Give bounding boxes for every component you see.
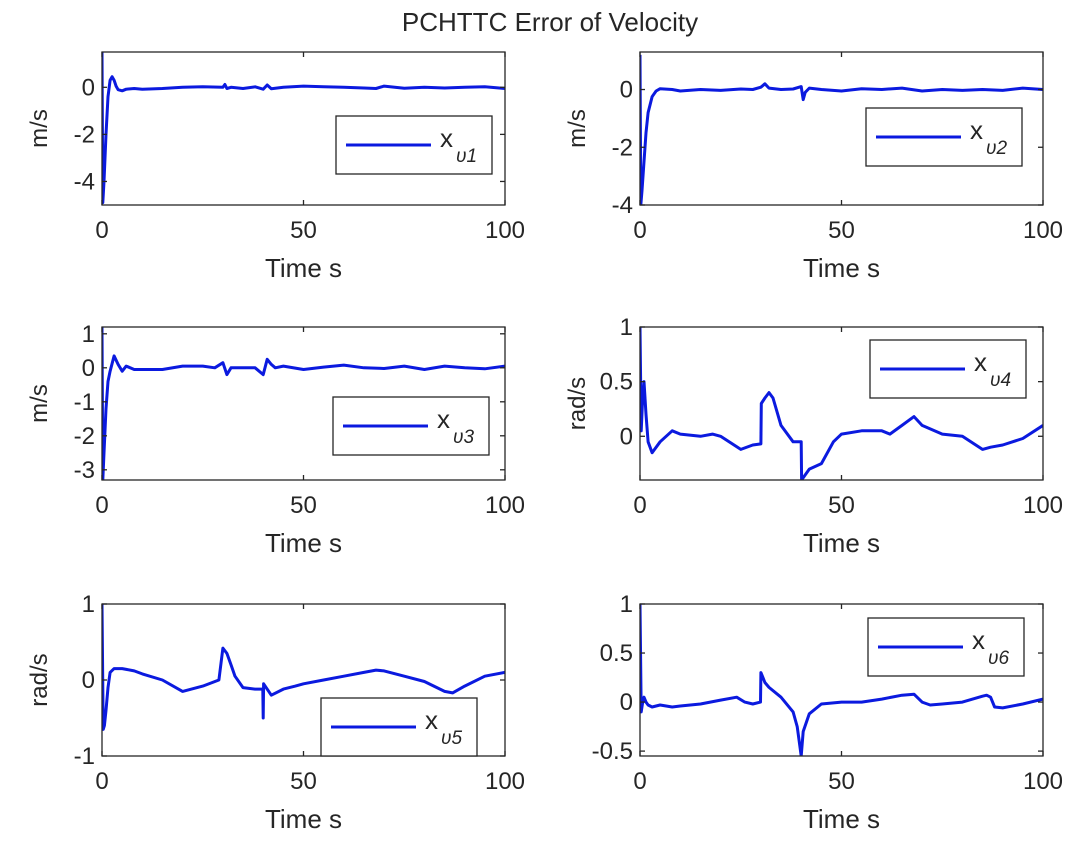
legend-v4: xυ4 [869,339,1027,399]
legend-label-subscript: υ2 [986,138,1007,159]
legend-v5: xυ5 [320,697,478,757]
x-axis-label: Time s [265,528,342,558]
x-tick-label: 0 [633,217,646,244]
y-tick-label: 0 [82,74,95,101]
legend-label-base: x [972,625,985,655]
y-axis-label: m/s [26,109,53,148]
y-tick-label: 1 [82,591,95,618]
legend-label-subscript: υ3 [453,427,474,448]
y-tick-label: 0 [82,667,95,694]
subplot-v1: 0 50 100 -4 -2 0 Time s m/s xυ1 [26,51,525,283]
x-tick-label: 50 [290,492,317,519]
legend-label-subscript: υ4 [990,370,1011,391]
x-tick-label: 100 [485,217,525,244]
y-tick-label: 0 [620,689,633,716]
y-tick-label: -4 [612,192,633,219]
legend-label-base: x [970,115,983,145]
x-axis-label: Time s [265,253,342,283]
subplot-v3: 0 50 100 -3 -2 -1 0 1 Time s m/s xυ3 [26,321,525,558]
legend-label-base: x [974,347,987,377]
x-tick-label: 100 [485,492,525,519]
legend-v6: xυ6 [867,617,1025,677]
y-tick-label: -4 [74,168,95,195]
y-axis-label: m/s [26,384,53,423]
legend-v1: xυ1 [335,115,493,175]
series-line-v1 [102,52,505,205]
series-line-v2 [640,54,1043,205]
x-tick-label: 0 [95,768,108,795]
x-axis-label: Time s [265,804,342,834]
series-line-v5 [102,604,505,731]
y-tick-label: -2 [74,423,95,450]
legend-v2: xυ2 [865,107,1023,167]
x-tick-label: 0 [633,768,646,795]
y-tick-label: 1 [620,591,633,618]
y-tick-label: 1 [82,321,95,348]
y-tick-label: -2 [74,121,95,148]
x-axis-label: Time s [803,253,880,283]
x-tick-label: 0 [95,492,108,519]
y-tick-label: 0 [82,355,95,382]
legend-v3: xυ3 [332,396,490,456]
y-tick-label: 0.5 [600,369,633,396]
legend-label-base: x [440,123,453,153]
y-tick-label: 0.5 [600,640,633,667]
series-line-v3 [102,327,505,480]
x-tick-label: 50 [290,768,317,795]
subplot-v4: 0 50 100 0 0.5 1 Time s rad/s xυ4 [564,314,1063,558]
subplot-v2: 0 50 100 -4 -2 0 Time s m/s xυ2 [564,51,1063,283]
x-tick-label: 100 [485,768,525,795]
x-tick-label: 100 [1023,492,1063,519]
figure-title: PCHTTC Error of Velocity [402,7,698,37]
x-tick-label: 0 [95,217,108,244]
x-tick-label: 50 [828,217,855,244]
x-tick-label: 50 [828,492,855,519]
x-tick-label: 0 [633,492,646,519]
legend-label-subscript: υ1 [456,146,477,167]
y-tick-label: 1 [620,314,633,341]
y-tick-label: 0 [620,423,633,450]
series-line-v6 [640,604,1043,756]
y-tick-label: -1 [74,389,95,416]
y-tick-label: -0.5 [592,738,633,765]
x-tick-label: 50 [290,217,317,244]
y-axis-label: m/s [564,109,591,148]
x-axis-label: Time s [803,804,880,834]
x-tick-label: 50 [828,768,855,795]
x-axis-label: Time s [803,528,880,558]
legend-label-subscript: υ6 [988,648,1009,669]
y-tick-label: 0 [620,77,633,104]
y-axis-label: rad/s [26,653,53,706]
x-tick-label: 100 [1023,768,1063,795]
y-tick-label: -2 [612,134,633,161]
series-line-v4 [640,327,1043,480]
y-tick-label: -3 [74,457,95,484]
y-tick-label: -1 [74,743,95,770]
x-tick-label: 100 [1023,217,1063,244]
legend-label-base: x [425,705,438,735]
legend-label-subscript: υ5 [441,728,462,749]
legend-label-base: x [437,404,450,434]
y-axis-label: rad/s [564,377,591,430]
